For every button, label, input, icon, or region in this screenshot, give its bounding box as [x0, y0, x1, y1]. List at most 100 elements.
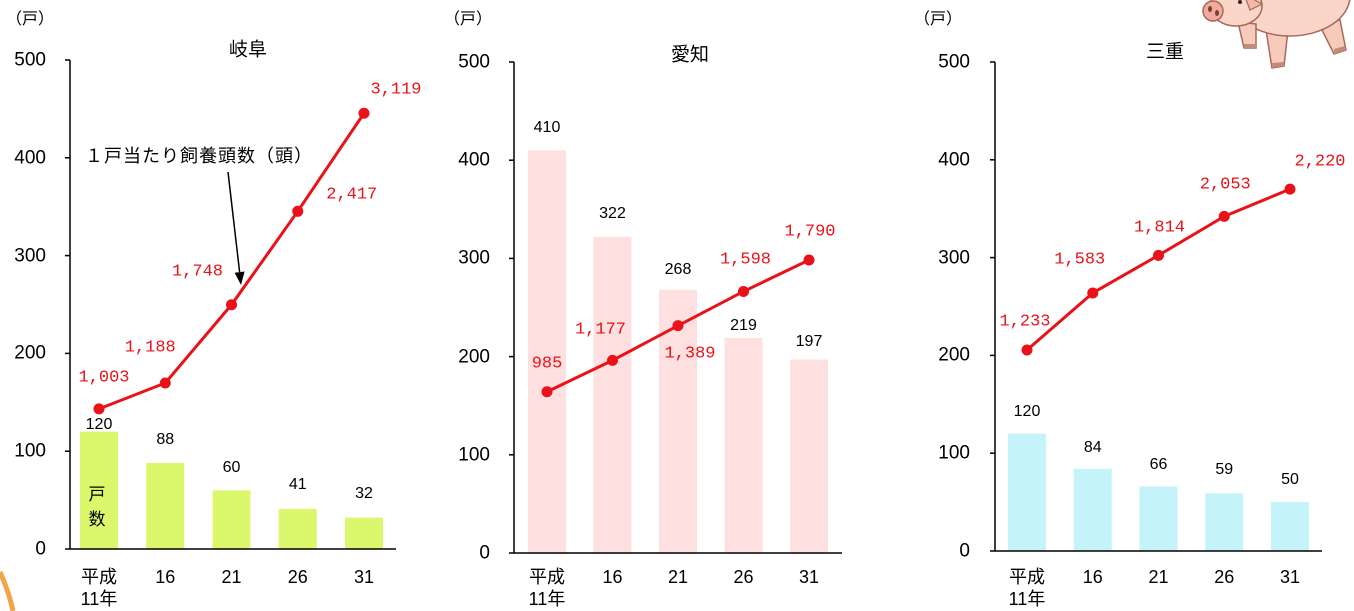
line-point-label: 1,389 — [664, 344, 716, 364]
pig-nostril — [1208, 6, 1212, 12]
x-tick-label: 16 — [155, 567, 176, 587]
y-unit-label: （戸） — [443, 11, 493, 28]
y-tick-label: 100 — [938, 442, 970, 464]
line-point-label: 2,220 — [1294, 152, 1346, 172]
bar — [1073, 468, 1112, 551]
line-point — [1218, 210, 1230, 222]
y-tick-label: 500 — [938, 51, 970, 73]
line-point — [607, 354, 618, 366]
x-tick-label: 26 — [287, 567, 308, 587]
pig-snout — [1202, 0, 1224, 22]
y-tick-label: 200 — [938, 344, 970, 366]
bar-value-label: 410 — [533, 119, 561, 137]
pig-nostril — [1215, 10, 1219, 16]
bar-value-label: 32 — [355, 484, 373, 502]
chart-title: 三重 — [1145, 41, 1185, 63]
y-tick-label: 300 — [458, 247, 490, 269]
bar — [1008, 433, 1046, 551]
bar — [528, 150, 566, 553]
line-series-annotation: １戸当たり飼養頭数（頭） — [85, 146, 313, 166]
bar — [212, 490, 251, 549]
bar — [146, 462, 185, 549]
line-point — [1087, 287, 1099, 299]
arrow-head — [234, 271, 245, 285]
y-tick-label: 100 — [458, 444, 490, 466]
line-point-label: 1,003 — [78, 368, 130, 388]
orange-arc-decoration — [0, 570, 16, 611]
chart-title: 岐阜 — [228, 39, 268, 61]
x-tick-label: 31 — [798, 567, 820, 587]
x-tick-label: 16 — [602, 567, 623, 587]
y-tick-label: 500 — [14, 49, 46, 71]
line-point-label: 1,583 — [1054, 250, 1106, 270]
line-point — [292, 205, 304, 217]
x-tick-label: 26 — [733, 567, 754, 587]
y-tick-label: 300 — [14, 245, 46, 267]
bar-value-label: 84 — [1083, 438, 1102, 456]
y-unit-label: （戸） — [5, 11, 55, 28]
line-point-label: 1,748 — [171, 262, 224, 282]
y-tick-label: 100 — [14, 440, 46, 462]
bar — [593, 236, 632, 553]
line-point-label: 1,177 — [574, 320, 627, 340]
pig-hoof — [1244, 44, 1256, 48]
x-tick-label: 21 — [667, 567, 689, 587]
bar-value-label: 322 — [599, 204, 626, 222]
line-point-label: 1,598 — [719, 250, 772, 270]
bar-value-label: 60 — [222, 459, 241, 477]
y-tick-label: 0 — [479, 542, 490, 564]
line-point — [672, 320, 684, 332]
bar-value-label: 88 — [156, 430, 175, 448]
bar-series-label: 戸数 — [88, 485, 106, 529]
x-tick-label: 31 — [353, 567, 375, 587]
bar-value-label: 219 — [730, 316, 757, 334]
bar-value-label: 120 — [85, 415, 113, 433]
bar — [1205, 493, 1244, 551]
bar-value-label: 268 — [664, 260, 692, 278]
line-point-label: 3,119 — [370, 80, 422, 100]
y-unit-label: （戸） — [913, 11, 963, 28]
x-tick-label: 16 — [1082, 567, 1103, 587]
y-tick-label: 200 — [14, 342, 46, 364]
line-point-label: 1,814 — [1133, 218, 1186, 238]
x-tick-label: 平成 11年 — [80, 567, 118, 609]
line-point — [1284, 183, 1296, 195]
pig-eye — [1238, 0, 1242, 4]
arrow-shaft — [227, 171, 241, 273]
line-point — [358, 107, 370, 119]
pig-ear — [1245, 0, 1264, 11]
x-tick-label: 平成 11年 — [528, 567, 566, 609]
chart-panel-1 — [65, 59, 396, 550]
line-point-label: 1,188 — [124, 338, 176, 358]
bar — [278, 508, 317, 549]
bar — [345, 517, 383, 549]
y-tick-label: 300 — [938, 247, 970, 269]
line-point — [159, 377, 171, 389]
line-point — [226, 299, 237, 311]
x-tick-label: 26 — [1214, 567, 1235, 587]
bar — [790, 359, 828, 553]
x-tick-label: 21 — [221, 567, 242, 587]
pig-hoof — [1334, 46, 1346, 54]
y-tick-label: 0 — [959, 540, 970, 562]
bar — [80, 431, 118, 549]
annotation-arrow — [227, 171, 245, 285]
line-point — [1153, 249, 1164, 261]
line-point — [93, 403, 105, 415]
chart-title: 愛知 — [670, 44, 710, 66]
bar-value-label: 120 — [1013, 402, 1041, 420]
line-point — [541, 386, 553, 398]
y-tick-label: 400 — [458, 149, 490, 171]
line-point-label: 985 — [531, 354, 563, 374]
line-point-label: 1,790 — [784, 222, 836, 242]
y-tick-label: 0 — [35, 538, 46, 560]
pig-icon — [1202, 0, 1351, 69]
chart-panel-2 — [509, 61, 842, 554]
y-tick-label: 400 — [938, 149, 970, 171]
bar — [724, 337, 763, 553]
x-tick-label: 21 — [1148, 567, 1169, 587]
bar-value-label: 66 — [1149, 456, 1168, 474]
